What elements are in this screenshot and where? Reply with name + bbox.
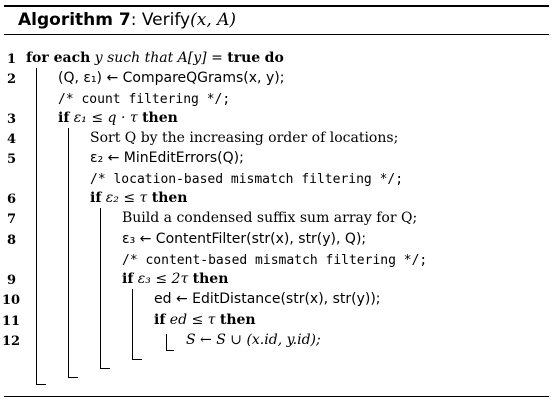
block-end-if-3 [132, 359, 142, 360]
block-bar-if-1 [68, 128, 69, 378]
algo-line-8: ε₃ ← ContentFilter(str(x), str(y), Q); [122, 231, 367, 247]
line-11-condition: ed ≤ τ [165, 312, 220, 328]
algo-line-12: S ← S ∪ (x.id, y.id); [186, 332, 321, 348]
line-number-10: 10 [2, 293, 21, 308]
algo-line-1: for each y such that A[y] = true do [26, 50, 284, 66]
algo-line-3: if ε₁ ≤ q · τ then [58, 110, 178, 126]
line-9-condition: ε₃ ≤ 2τ [133, 271, 193, 287]
line-3-condition: ε₁ ≤ q · τ [69, 110, 143, 126]
algo-line-5: ε₂ ← MinEditErrors(Q); [90, 150, 244, 166]
block-bar-for [36, 68, 37, 385]
line-1-text: y such that A[y] = [90, 50, 228, 66]
keyword-then: then [219, 312, 256, 328]
block-bar-if-4 [166, 334, 167, 351]
algorithm-label: Algorithm 7 [18, 10, 131, 30]
block-end-if-2 [100, 368, 110, 369]
algo-line-9: if ε₃ ≤ 2τ then [122, 271, 228, 287]
block-end-if-1 [68, 377, 78, 378]
algo-line-10: ed ← EditDistance(str(x), str(y)); [154, 291, 381, 307]
algo-line-7: Build a condensed suffix sum array for Q… [122, 210, 418, 226]
line-number-2: 2 [6, 72, 16, 87]
block-bar-if-2 [100, 208, 101, 369]
keyword-if: if [90, 190, 102, 206]
comment-content-filtering: /* content-based mismatch filtering */; [122, 253, 428, 268]
keyword-if: if [58, 110, 70, 126]
algo-line-6: if ε₂ ≤ τ then [90, 190, 187, 206]
line-number-1: 1 [6, 52, 16, 67]
line-number-7: 7 [6, 212, 16, 227]
keyword-do: do [264, 50, 284, 66]
top-rule [4, 5, 549, 7]
algorithm-params: (x, A) [190, 10, 237, 30]
keyword-for-each: for each [26, 50, 91, 66]
keyword-if: if [122, 271, 134, 287]
bottom-rule [4, 396, 549, 397]
line-number-3: 3 [6, 112, 16, 127]
comment-count-filtering: /* count filtering */; [58, 92, 231, 107]
line-6-condition: ε₂ ≤ τ [101, 190, 152, 206]
block-end-if-4 [166, 350, 174, 351]
keyword-if: if [154, 312, 166, 328]
line-number-4: 4 [6, 132, 16, 147]
line-number-9: 9 [6, 273, 16, 288]
algorithm-title: Algorithm 7: Verify(x, A) [18, 10, 237, 30]
keyword-then: then [151, 190, 188, 206]
keyword-then: then [142, 110, 178, 126]
keyword-then: then [192, 271, 229, 287]
comment-location-filtering: /* location-based mismatch filtering */; [90, 172, 404, 187]
algo-line-2: (Q, ε₁) ← CompareQGrams(x, y); [58, 70, 285, 86]
line-number-8: 8 [6, 233, 16, 248]
keyword-true: true [227, 50, 261, 66]
title-rule [4, 34, 549, 35]
algorithm-name: Verify [141, 10, 191, 30]
block-bar-if-3 [132, 289, 133, 360]
algo-line-4: Sort Q by the increasing order of locati… [90, 130, 399, 146]
block-end-for [36, 384, 46, 385]
algo-line-11: if ed ≤ τ then [154, 312, 256, 328]
line-number-11: 11 [2, 314, 21, 329]
line-number-5: 5 [6, 152, 16, 167]
line-number-6: 6 [6, 192, 16, 207]
line-number-12: 12 [2, 334, 21, 349]
